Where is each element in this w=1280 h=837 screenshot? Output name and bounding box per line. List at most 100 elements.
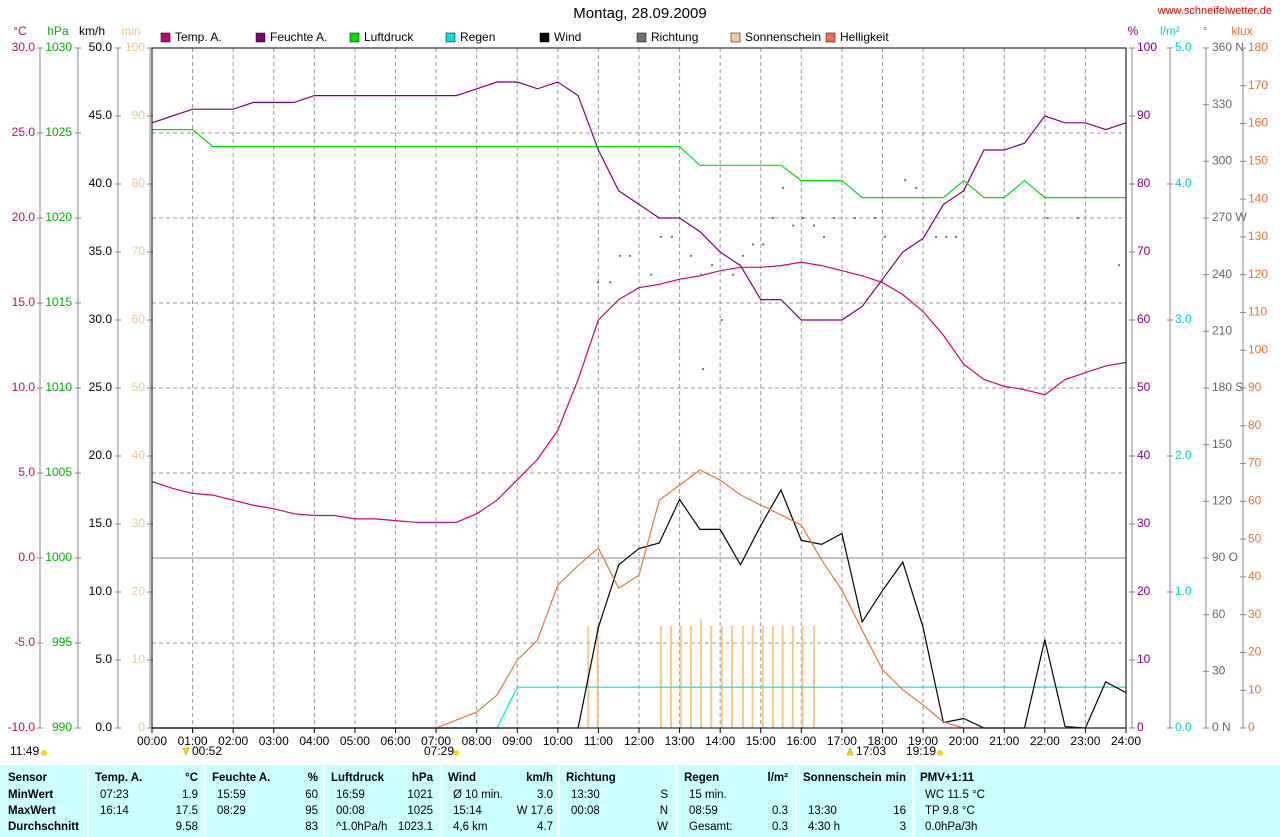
y-tick-label: 25.0 <box>89 380 113 394</box>
y-tick-label: 130 <box>1248 229 1268 243</box>
sunshine-bar <box>801 626 804 728</box>
y-tick-label: 70 <box>132 244 146 258</box>
x-tick-label: 13:00 <box>665 734 695 748</box>
group-name: Sonnenschein <box>803 772 882 784</box>
row-label: MaxWert <box>8 805 56 817</box>
x-tick-label: 00:00 <box>137 734 167 748</box>
cell: W 17.6 <box>517 805 553 817</box>
y-tick-label: 80 <box>1137 176 1151 190</box>
direction-dot <box>762 243 765 246</box>
group-name: Richtung <box>566 772 616 784</box>
y-tick-label: 270 W <box>1212 210 1247 224</box>
axis-unit: % <box>1128 24 1139 38</box>
legend-label: Wind <box>554 30 581 44</box>
y-tick-label: 0 <box>1248 720 1255 734</box>
x-tick-label: 01:00 <box>178 734 208 748</box>
y-tick-label: 1025 <box>45 125 72 139</box>
cell: 0.3 <box>772 821 788 833</box>
y-tick-label: 20.0 <box>12 210 36 224</box>
axis-unit: km/h <box>79 24 105 38</box>
sunshine-bar <box>761 626 764 728</box>
y-tick-label: 10 <box>1248 682 1262 696</box>
x-tick-label: 04:00 <box>299 734 329 748</box>
y-tick-label: 35.0 <box>89 244 113 258</box>
direction-dot <box>771 217 774 219</box>
marker <box>846 747 854 756</box>
y-tick-label: 150 <box>1212 437 1232 451</box>
source: www.schneifelwetter.de <box>1157 5 1272 17</box>
time-annotation: 00:52 <box>192 744 222 758</box>
y-tick-label: 25.0 <box>12 125 36 139</box>
y-tick-label: 5.0 <box>95 652 112 666</box>
row-label: MinWert <box>8 789 53 801</box>
cell: 16:59 <box>336 789 365 801</box>
legend-swatch <box>255 32 266 43</box>
y-tick-label: 50 <box>1137 380 1151 394</box>
sunshine-bar <box>679 626 682 728</box>
direction-dot <box>782 186 785 189</box>
cell: 60 <box>305 789 318 801</box>
sunshine-bar <box>710 626 713 728</box>
y-tick-label: 60 <box>1212 607 1226 621</box>
y-tick-label: 30 <box>1137 516 1151 530</box>
y-tick-label: 10 <box>132 652 146 666</box>
legend-swatch <box>730 32 741 43</box>
legend-swatch <box>160 32 171 43</box>
x-tick-label: 23:00 <box>1070 734 1100 748</box>
group-unit: hPa <box>412 772 434 784</box>
cell: 15:59 <box>217 789 246 801</box>
direction-dot <box>618 254 621 257</box>
sunshine-bar <box>781 626 784 728</box>
x-tick-label: 08:00 <box>462 734 492 748</box>
cell: WC 11.5 °C <box>925 789 985 801</box>
x-tick-label: 12:00 <box>624 734 654 748</box>
cell: 9.58 <box>176 821 198 833</box>
sunshine-bar <box>741 626 744 728</box>
cell: 1023.1 <box>398 821 433 833</box>
direction-dot <box>1046 217 1049 219</box>
y-tick-label: 5.0 <box>18 465 35 479</box>
cell: 3 <box>900 821 906 833</box>
y-tick-label: 10.0 <box>12 380 36 394</box>
cell: 15 min. <box>689 789 727 801</box>
y-tick-label: 0.0 <box>95 720 112 734</box>
direction-dot <box>670 235 673 238</box>
direction-dot <box>597 281 600 284</box>
direction-dot <box>1118 264 1121 267</box>
cell: 3.0 <box>537 789 553 801</box>
direction-dot <box>935 235 938 238</box>
y-tick-label: 160 <box>1248 116 1268 130</box>
x-tick-label: 18:00 <box>867 734 897 748</box>
series-line <box>152 129 1126 199</box>
direction-dot <box>945 235 948 238</box>
direction-dot <box>812 224 815 227</box>
cell: 0.0hPa/3h <box>925 821 977 833</box>
cell: 83 <box>305 821 318 833</box>
sunshine-bar <box>659 626 662 728</box>
y-tick-label: 110 <box>1248 305 1267 319</box>
chart-title: Montag, 28.09.2009 <box>573 5 706 22</box>
y-tick-label: 60 <box>1137 312 1151 326</box>
y-tick-label: 0 <box>138 720 145 734</box>
y-tick-label: -5.0 <box>14 635 35 649</box>
legend-label: Sonnenschein <box>745 30 821 44</box>
cell: 1.9 <box>182 789 198 801</box>
direction-dot <box>801 217 804 219</box>
y-tick-label: 3.0 <box>1175 312 1192 326</box>
sun-icon <box>453 750 459 756</box>
y-tick-label: 50.0 <box>89 40 113 54</box>
y-tick-label: 40 <box>1137 448 1151 462</box>
y-tick-label: 80 <box>1248 418 1262 432</box>
y-tick-label: 1005 <box>45 465 72 479</box>
y-tick-label: 10 <box>1137 652 1151 666</box>
y-tick-label: 0 N <box>1212 720 1231 734</box>
y-tick-label: 70 <box>1248 456 1262 470</box>
group-unit: min <box>886 772 906 784</box>
x-tick-label: 05:00 <box>340 734 370 748</box>
direction-dot <box>711 264 714 267</box>
x-tick-label: 17:00 <box>827 734 857 748</box>
y-tick-label: 90 <box>1137 108 1151 122</box>
group-unit: % <box>308 772 318 784</box>
cell: 00:08 <box>571 805 600 817</box>
group-unit: °C <box>185 772 198 784</box>
